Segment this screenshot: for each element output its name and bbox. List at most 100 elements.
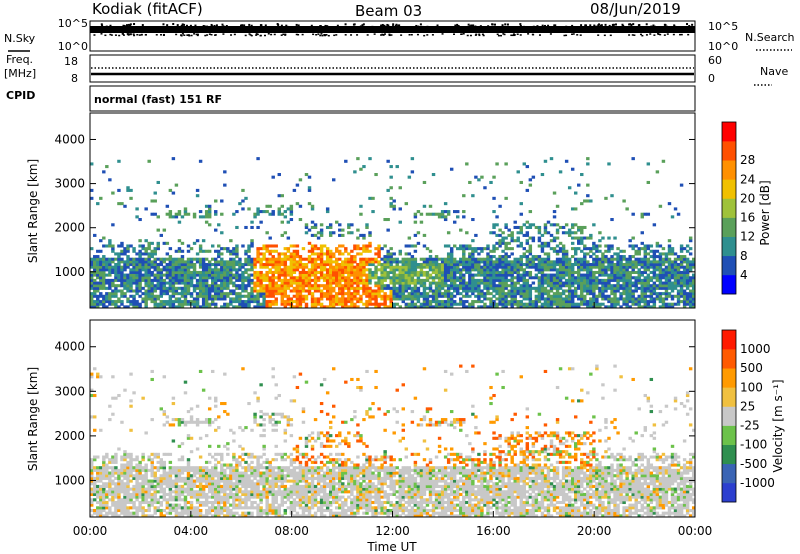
heatmap-cell (422, 302, 427, 306)
heatmap-cell (177, 420, 182, 424)
heatmap-cell (153, 212, 157, 216)
heatmap-cell (377, 284, 381, 288)
heatmap-cell (504, 223, 508, 227)
noise-left-tick-bottom: 10^0 (58, 40, 88, 53)
heatmap-cell (150, 377, 154, 382)
heatmap-cell (634, 281, 638, 285)
heatmap-cell (601, 294, 605, 298)
heatmap-cell (440, 302, 445, 306)
heatmap-cell (459, 257, 463, 261)
heatmap-cell (413, 281, 418, 285)
heatmap-cell (422, 297, 427, 301)
heatmap-cell (437, 284, 442, 288)
heatmap-cell (150, 273, 154, 277)
freq-right-tick-top: 60 (708, 54, 722, 67)
heatmap-cell (150, 281, 154, 285)
heatmap-cell (480, 289, 484, 293)
heatmap-cell (253, 300, 257, 304)
heatmap-cell (217, 289, 221, 293)
heatmap-cell (96, 276, 100, 280)
heatmap-cell (356, 276, 360, 280)
heatmap-cell (664, 268, 669, 272)
heatmap-cell (220, 284, 224, 288)
heatmap-cell (114, 270, 118, 274)
heatmap-cell (153, 294, 157, 298)
heatmap-cell (153, 263, 157, 267)
heatmap-cell (316, 252, 321, 256)
heatmap-cell (102, 482, 106, 486)
heatmap-cell (198, 210, 203, 214)
heatmap-cell (350, 281, 354, 285)
heatmap-cell (347, 278, 351, 282)
heatmap-cell (546, 260, 551, 264)
heatmap-cell (561, 270, 566, 274)
heatmap-cell (446, 210, 451, 214)
heatmap-cell (507, 284, 511, 288)
heatmap-cell (332, 286, 336, 290)
heatmap-cell (419, 284, 424, 288)
heatmap-cell (389, 270, 393, 274)
heatmap-cell (574, 249, 578, 253)
heatmap-cell (504, 260, 508, 264)
heatmap-cell (359, 294, 363, 298)
heatmap-cell (102, 506, 106, 510)
heatmap-cell (374, 300, 378, 304)
heatmap-cell (580, 228, 584, 232)
heatmap-cell (676, 289, 681, 293)
heatmap-cell (643, 300, 647, 304)
heatmap-cell (129, 196, 133, 200)
heatmap-cell (395, 257, 399, 261)
heatmap-cell (120, 292, 124, 296)
heatmap-cell (301, 276, 306, 280)
heatmap-cell (223, 292, 227, 296)
heatmap-cell (174, 471, 179, 475)
heatmap-cell (295, 244, 300, 248)
heatmap-cell (670, 294, 675, 298)
heatmap-cell (138, 508, 142, 513)
heatmap-cell (350, 292, 354, 296)
heatmap-cell (220, 270, 224, 274)
heatmap-cell (580, 239, 584, 243)
heatmap-cell (595, 249, 599, 253)
heatmap-cell (471, 281, 475, 285)
heatmap-cell (604, 268, 608, 272)
heatmap-cell (516, 289, 520, 293)
heatmap-cell (102, 270, 106, 274)
heatmap-cell (516, 270, 520, 274)
heatmap-cell (601, 260, 605, 264)
heatmap-cell (262, 257, 266, 261)
heatmap-cell (277, 286, 281, 290)
heatmap-cell (186, 268, 191, 272)
heatmap-cell (211, 466, 215, 470)
heatmap-cell (108, 490, 112, 494)
heatmap-cell (673, 276, 678, 280)
heatmap-cell (235, 210, 239, 214)
heatmap-cell (637, 257, 641, 261)
heatmap-cell (207, 289, 212, 293)
heatmap-cell (489, 249, 493, 253)
heatmap-cell (676, 302, 681, 306)
heatmap-cell (425, 294, 430, 298)
heatmap-cell (664, 255, 669, 259)
heatmap-cell (220, 199, 224, 203)
heatmap-cell (111, 492, 115, 497)
heatmap-cell (628, 289, 632, 293)
heatmap-cell (446, 260, 451, 264)
heatmap-cell (235, 286, 239, 290)
heatmap-cell (392, 268, 396, 272)
heatmap-cell (498, 244, 502, 248)
heatmap-cell (341, 263, 345, 267)
heatmap-cell (165, 476, 170, 480)
heatmap-cell (462, 194, 466, 198)
heatmap-cell (525, 265, 530, 269)
heatmap-cell (574, 286, 578, 290)
heatmap-cell (655, 244, 660, 248)
heatmap-cell (241, 207, 245, 211)
heatmap-cell (338, 289, 342, 293)
heatmap-cell (673, 263, 678, 267)
heatmap-cell (111, 294, 115, 298)
heatmap-cell (126, 476, 130, 480)
heatmap-cell (232, 249, 236, 253)
heatmap-cell (407, 297, 412, 301)
heatmap-cell (595, 300, 599, 304)
